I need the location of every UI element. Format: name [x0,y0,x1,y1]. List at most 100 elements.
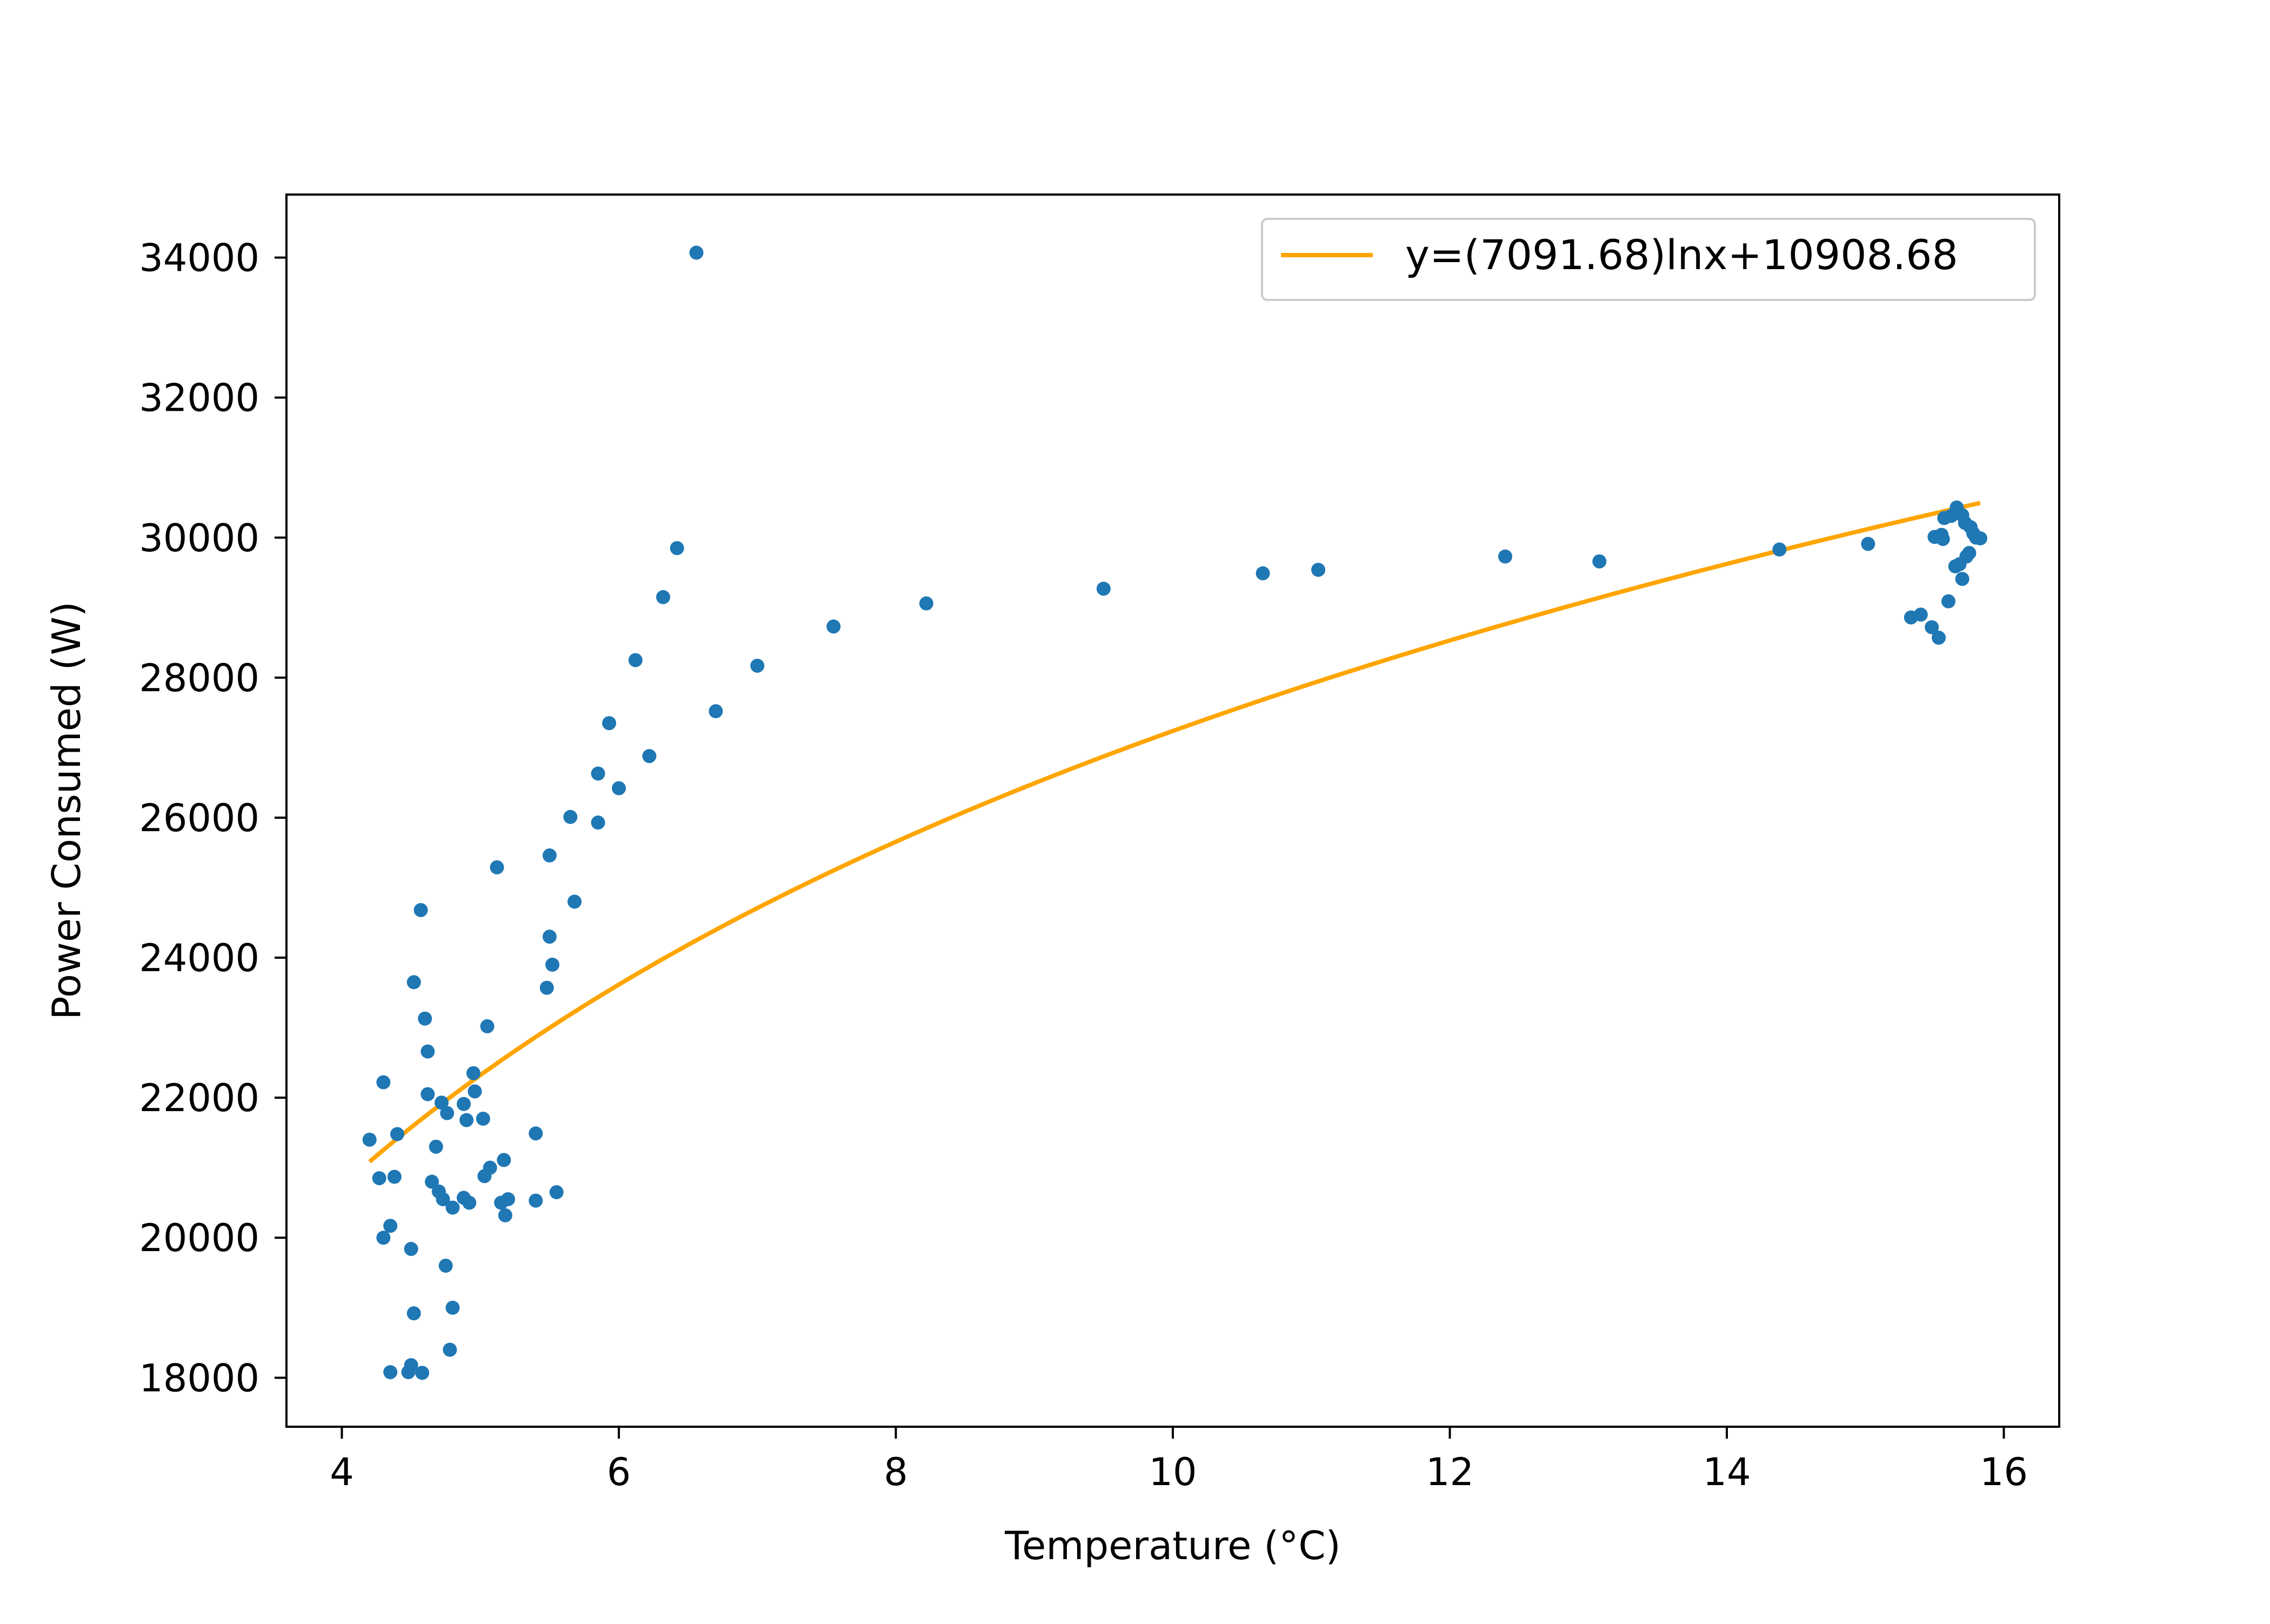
x-tick-label: 16 [1980,1450,2028,1494]
scatter-point [1256,566,1270,580]
x-tick-label: 4 [330,1450,354,1494]
y-tick-label: 22000 [139,1076,259,1120]
scatter-point [826,619,841,634]
scatter-point [497,1153,511,1167]
scatter-point [480,1019,495,1033]
chart-marks [362,245,1987,1380]
scatter-point [483,1160,497,1175]
scatter-point [549,1185,564,1200]
scatter-point [490,860,504,874]
chart-legend: y=(7091.68)lnx+10908.68 [1261,218,2036,301]
scatter-point [1913,607,1928,622]
scatter-point [1925,620,1939,634]
scatter-point [406,1306,421,1321]
scatter-point [542,930,557,944]
scatter-point [591,766,605,781]
scatter-point [689,245,704,260]
x-tick-label: 10 [1149,1450,1197,1494]
scatter-point [919,596,933,611]
scatter-point [383,1365,398,1379]
scatter-point [413,903,428,917]
scatter-point [591,816,605,830]
scatter-point [476,1112,490,1126]
scatter-point [404,1241,418,1256]
scatter-point [602,716,617,731]
scatter-point [529,1126,543,1141]
y-tick-label: 32000 [139,376,259,420]
scatter-point [529,1193,543,1208]
y-tick-label: 20000 [139,1216,259,1260]
scatter-point [459,1113,474,1127]
scatter-point [445,1300,460,1315]
scatter-point [1935,532,1950,546]
scatter-point [542,848,557,863]
x-tick-label: 6 [607,1450,631,1494]
scatter-point [462,1195,477,1210]
scatter-point [501,1192,515,1206]
scatter-point [420,1087,435,1101]
scatter-point [1311,563,1326,577]
scatter-point [1772,542,1787,557]
scatter-point [376,1231,391,1245]
scatter-point [435,1095,449,1110]
chart-axes: 4 6 8 10 12 14 16 18000 20000 22000 24000 26000 2800… [139,193,2060,1494]
scatter-point [750,658,765,673]
scatter-point [420,1044,435,1059]
scatter-point [1955,572,1969,586]
scatter-point [539,980,554,995]
legend-fit-label: y=(7091.68)lnx+10908.68 [1405,231,1958,279]
y-tick-label: 18000 [139,1356,259,1400]
y-tick-label: 34000 [139,236,259,280]
scatter-point [1973,531,1987,546]
scatter-point [415,1366,430,1380]
scatter-point [1962,546,1977,560]
scatter-point [1096,582,1111,596]
scatter-point [445,1200,460,1215]
y-axis-title: Power Consumed (W) [44,602,89,1020]
scatter-point [429,1139,443,1154]
scatter-point [404,1358,418,1372]
scatter-point [418,1011,432,1026]
scatter-point [376,1075,391,1090]
scatter-point [387,1169,402,1184]
legend-frame [1261,218,2036,301]
scatter-point [670,541,684,556]
scatter-point [425,1174,439,1189]
y-tick-label: 28000 [139,656,259,700]
scatter-point [383,1219,398,1233]
scatter-point [457,1097,471,1111]
fit-curve [368,500,1981,1164]
scatter-point [406,975,421,990]
x-axis-title: Temperature (°C) [1004,1523,1340,1568]
scatter-point [628,653,643,667]
scatter-point [1498,549,1512,564]
scatter-point [372,1171,386,1186]
scatter-point [656,590,670,604]
scatter-point [1941,594,1955,609]
scatter-point [436,1192,450,1206]
scatter-point [563,810,578,824]
scatter-point [568,894,582,909]
y-tick-label: 26000 [139,796,259,840]
scatter-point [498,1208,512,1222]
x-tick-label: 12 [1426,1450,1474,1494]
y-tick-label: 30000 [139,516,259,560]
scatter-point [545,958,559,972]
scatter-point [1592,554,1607,569]
scatter-point [466,1066,480,1080]
y-tick-label: 24000 [139,936,259,980]
scatter-point [443,1342,457,1357]
scatter-point [709,704,723,719]
scatter-point [612,781,626,796]
scatter-point [438,1259,453,1273]
scatter-point [440,1106,455,1120]
x-tick-label: 14 [1702,1450,1751,1494]
scatter-point [642,748,657,763]
scatter-point [1932,631,1946,645]
scatter-point [1861,537,1875,551]
x-tick-label: 8 [884,1450,908,1494]
scatter-point [390,1127,404,1141]
scatter-point [468,1084,482,1099]
